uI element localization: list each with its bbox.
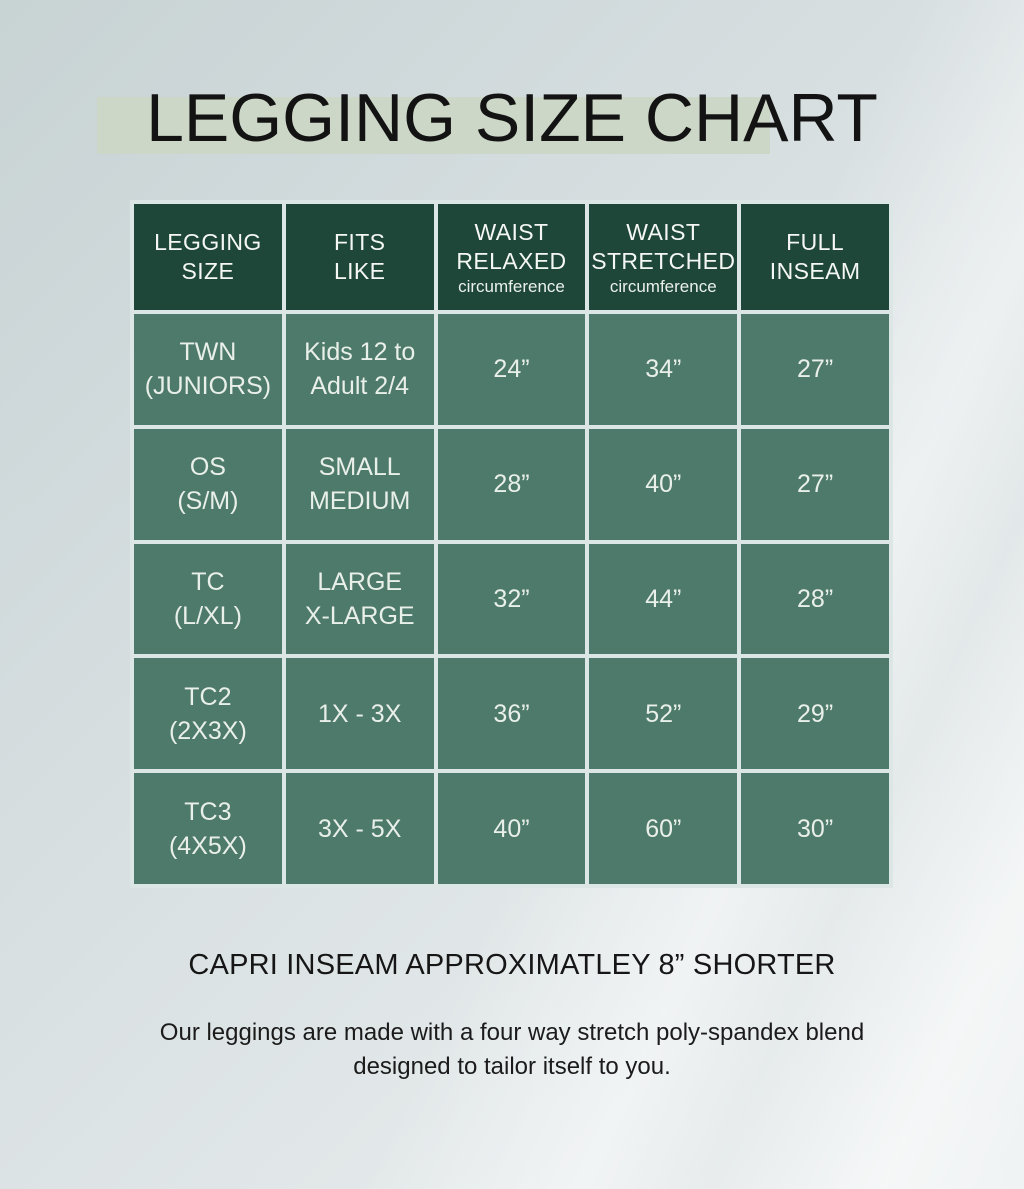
- cell-text: 60”: [645, 814, 682, 843]
- cell-size: TC3 (4X5X): [134, 773, 282, 884]
- cell-text: 34”: [645, 355, 682, 384]
- header-fits-like: FITS LIKE: [285, 204, 434, 310]
- cell-waist-stretched: 44”: [589, 543, 738, 655]
- header-label: WAIST STRETCHED: [591, 218, 736, 274]
- cell-inseam: 29”: [741, 658, 889, 770]
- cell-waist-relaxed: 28”: [437, 428, 586, 540]
- fabric-description: Our leggings are made with a four way st…: [159, 1019, 865, 1080]
- page-title: LEGGING SIZE CHART: [146, 80, 878, 156]
- cell-fits: Kids 12 to Adult 2/4: [285, 314, 434, 425]
- header-legging-size: LEGGING SIZE: [134, 204, 282, 310]
- cell-text: 24”: [493, 355, 530, 384]
- header-waist-stretched: WAIST STRETCHED circumference: [589, 204, 738, 310]
- cell-size: TWN (JUNIORS): [134, 314, 282, 425]
- capri-inseam-note: CAPRI INSEAM APPROXIMATLEY 8” SHORTER: [188, 949, 836, 981]
- cell-size: TC2 (2X3X): [134, 658, 282, 770]
- cell-fits: LARGE X-LARGE: [285, 543, 434, 655]
- cell-text: 44”: [645, 584, 682, 613]
- cell-text: 40”: [493, 814, 530, 843]
- cell-inseam: 30”: [741, 773, 889, 884]
- cell-text: SMALL MEDIUM: [309, 453, 411, 516]
- cell-text: 32”: [493, 584, 530, 613]
- cell-text: TWN (JUNIORS): [144, 338, 272, 401]
- cell-text: 3X - 5X: [318, 814, 402, 843]
- header-label: FULL INSEAM: [769, 229, 861, 284]
- cell-waist-stretched: 52”: [589, 658, 738, 770]
- cell-text: TC2 (2X3X): [168, 682, 247, 745]
- cell-text: LARGE X-LARGE: [304, 567, 415, 630]
- header-full-inseam: FULL INSEAM: [741, 204, 889, 310]
- header-sublabel: circumference: [609, 276, 717, 296]
- cell-text: OS (S/M): [177, 453, 239, 516]
- cell-inseam: 27”: [741, 428, 889, 540]
- cell-text: TC (L/XL): [173, 567, 242, 630]
- cell-waist-relaxed: 24”: [437, 314, 586, 425]
- header-waist-relaxed: WAIST RELAXED circumference: [437, 204, 586, 310]
- header-label: WAIST RELAXED: [456, 218, 567, 274]
- cell-text: 1X - 3X: [318, 699, 402, 728]
- cell-text: 52”: [645, 699, 682, 728]
- cell-text: 30”: [797, 814, 834, 843]
- cell-waist-stretched: 34”: [589, 314, 738, 425]
- cell-text: 27”: [797, 470, 834, 499]
- cell-fits: 3X - 5X: [285, 773, 434, 884]
- cell-text: TC3 (4X5X): [168, 797, 247, 860]
- cell-fits: SMALL MEDIUM: [285, 428, 434, 540]
- cell-waist-relaxed: 32”: [437, 543, 586, 655]
- cell-waist-relaxed: 36”: [437, 658, 586, 770]
- cell-size: OS (S/M): [134, 428, 282, 540]
- cell-text: 27”: [797, 355, 834, 384]
- cell-text: 28”: [493, 470, 530, 499]
- cell-text: 28”: [797, 584, 834, 613]
- cell-waist-stretched: 40”: [589, 428, 738, 540]
- cell-waist-stretched: 60”: [589, 773, 738, 884]
- cell-text: 40”: [645, 470, 682, 499]
- header-sublabel: circumference: [458, 276, 565, 296]
- title-highlight-bar: [97, 97, 770, 154]
- header-label: FITS LIKE: [333, 229, 386, 284]
- header-label: LEGGING SIZE: [154, 229, 262, 284]
- cell-text: 29”: [797, 699, 834, 728]
- cell-text: Kids 12 to Adult 2/4: [304, 338, 416, 401]
- cell-fits: 1X - 3X: [285, 658, 434, 770]
- size-chart-table: LEGGING SIZE FITS LIKE WAIST RELAXED cir…: [130, 200, 893, 888]
- cell-inseam: 27”: [741, 314, 889, 425]
- cell-inseam: 28”: [741, 543, 889, 655]
- cell-waist-relaxed: 40”: [437, 773, 586, 884]
- cell-size: TC (L/XL): [134, 543, 282, 655]
- cell-text: 36”: [493, 699, 530, 728]
